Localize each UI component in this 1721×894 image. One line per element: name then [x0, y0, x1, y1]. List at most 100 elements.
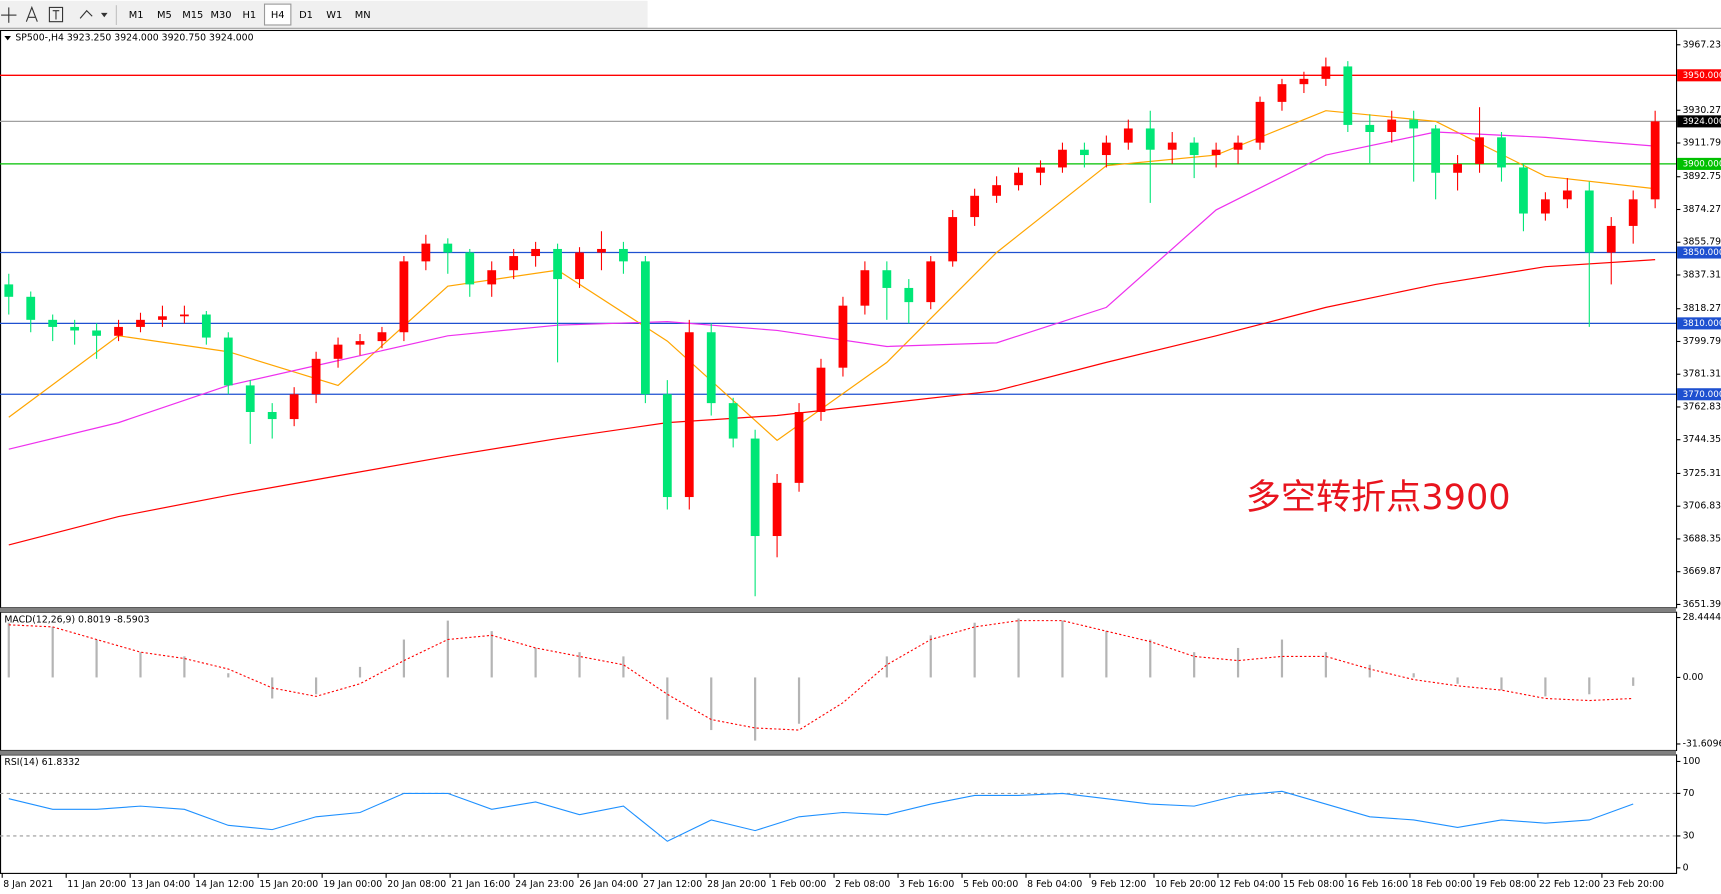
level-label: 3950.000 [1683, 71, 1721, 81]
candle-body [1584, 190, 1594, 253]
x-tick-label: 28 Jan 20:00 [707, 879, 766, 890]
macd-bar [1061, 620, 1064, 678]
y-tick-label: 0 [1683, 862, 1689, 873]
timeframe-label[interactable]: D1 [299, 10, 313, 21]
candle-body [1365, 124, 1375, 133]
timeframe-label[interactable]: M15 [182, 10, 203, 21]
y-tick-label: 3799.790 [1683, 336, 1721, 347]
candle-body [1299, 78, 1309, 85]
candle-body [487, 270, 497, 285]
candle-body [838, 305, 848, 368]
x-tick-label: 3 Feb 16:00 [899, 879, 954, 890]
timeframe-label[interactable]: M30 [211, 10, 232, 21]
x-tick-label: 15 Feb 08:00 [1283, 879, 1344, 890]
candle-body [794, 411, 804, 483]
candle-body [289, 394, 299, 420]
candle-body [92, 330, 101, 336]
macd-bar [1412, 673, 1415, 678]
candle-body [223, 337, 233, 386]
macd-bar [1324, 652, 1327, 678]
candle-body [1123, 128, 1133, 143]
macd-bar [754, 677, 757, 741]
x-tick-label: 12 Feb 04:00 [1219, 879, 1280, 890]
candle-body [750, 438, 760, 537]
macd-bar [315, 677, 318, 695]
candle-body [1628, 199, 1638, 226]
timeframe-label[interactable]: H4 [271, 10, 285, 21]
y-tick-label: 30 [1683, 830, 1695, 841]
x-tick-label: 27 Jan 12:00 [643, 879, 702, 890]
candle-body [158, 316, 167, 320]
y-tick-label: 3706.830 [1683, 501, 1721, 512]
level-label-bg [1677, 115, 1721, 128]
y-tick-label: 70 [1683, 788, 1695, 799]
candle-body [509, 256, 519, 271]
candle-body [114, 326, 123, 336]
y-tick-label: 100 [1683, 756, 1701, 767]
shapes-tool[interactable] [79, 9, 108, 19]
macd-bar [929, 635, 932, 678]
x-tick-label: 2 Feb 08:00 [835, 879, 890, 890]
panel-separator [0, 750, 1676, 755]
candle-body [421, 243, 431, 262]
x-tick-label: 26 Jan 04:00 [579, 879, 638, 890]
y-tick-label: 3744.350 [1683, 434, 1721, 445]
text-tool[interactable] [25, 5, 38, 22]
indicator-title: RSI(14) 61.8332 [4, 757, 80, 768]
candle-body [1562, 190, 1572, 200]
macd-bar [446, 620, 449, 678]
candle-body [267, 411, 277, 420]
macd-bar [7, 622, 10, 678]
macd-bar [183, 656, 186, 678]
macd-bar [139, 652, 142, 678]
macd-bar [797, 677, 801, 724]
label-tool[interactable] [48, 6, 64, 23]
macd-bar [1280, 639, 1284, 678]
macd-bar [1456, 677, 1459, 684]
x-tick-label: 21 Jan 16:00 [451, 879, 510, 890]
candle-body [1431, 128, 1441, 173]
x-tick-label: 8 Feb 04:00 [1027, 879, 1082, 890]
timeframe-label[interactable]: W1 [326, 10, 342, 21]
y-tick-label: -31.6096 [1683, 738, 1721, 749]
y-tick-label: 3818.270 [1683, 303, 1721, 314]
x-tick-label: 11 Jan 20:00 [67, 879, 126, 890]
candle-body [531, 248, 541, 257]
timeframe-label[interactable]: MN [355, 10, 371, 21]
level-label-bg [1677, 157, 1721, 170]
candle-body [970, 195, 980, 218]
timeframe-label[interactable]: M5 [157, 10, 172, 21]
candle-body [662, 394, 672, 498]
candle-body [1014, 172, 1023, 186]
y-tick-label: 3688.350 [1683, 533, 1721, 544]
macd-bar [227, 673, 230, 678]
candle-body [772, 482, 782, 537]
y-tick-label: 3669.870 [1683, 566, 1721, 577]
timeframe-button[interactable] [263, 3, 292, 26]
candle-body [465, 252, 475, 285]
timeframe-label[interactable]: M1 [129, 10, 144, 21]
candle-body [1058, 149, 1067, 168]
candle-body [1189, 142, 1199, 156]
moving-average [8, 259, 1656, 546]
macd-bar [1017, 618, 1020, 678]
toolbar-bg [0, 0, 648, 29]
candle-body [619, 248, 628, 262]
candle-body [1321, 66, 1331, 79]
level-label: 3900.000 [1683, 159, 1721, 169]
candle-body [575, 252, 584, 280]
candle-body [728, 403, 738, 439]
level-label: 3810.000 [1683, 319, 1721, 329]
timeframe-label[interactable]: H1 [243, 10, 257, 21]
x-tick-label: 8 Jan 2021 [3, 879, 53, 890]
candle-body [48, 319, 58, 327]
x-tick-label: 15 Jan 20:00 [259, 879, 318, 890]
crosshair-tool[interactable] [1, 7, 17, 23]
candle-body [553, 248, 562, 280]
x-tick-label: 1 Feb 00:00 [771, 879, 826, 890]
candle-body [1650, 121, 1660, 200]
candle-body [684, 332, 694, 498]
macd-bar [710, 677, 713, 731]
candle-body [948, 217, 958, 262]
candle-body [245, 385, 255, 412]
